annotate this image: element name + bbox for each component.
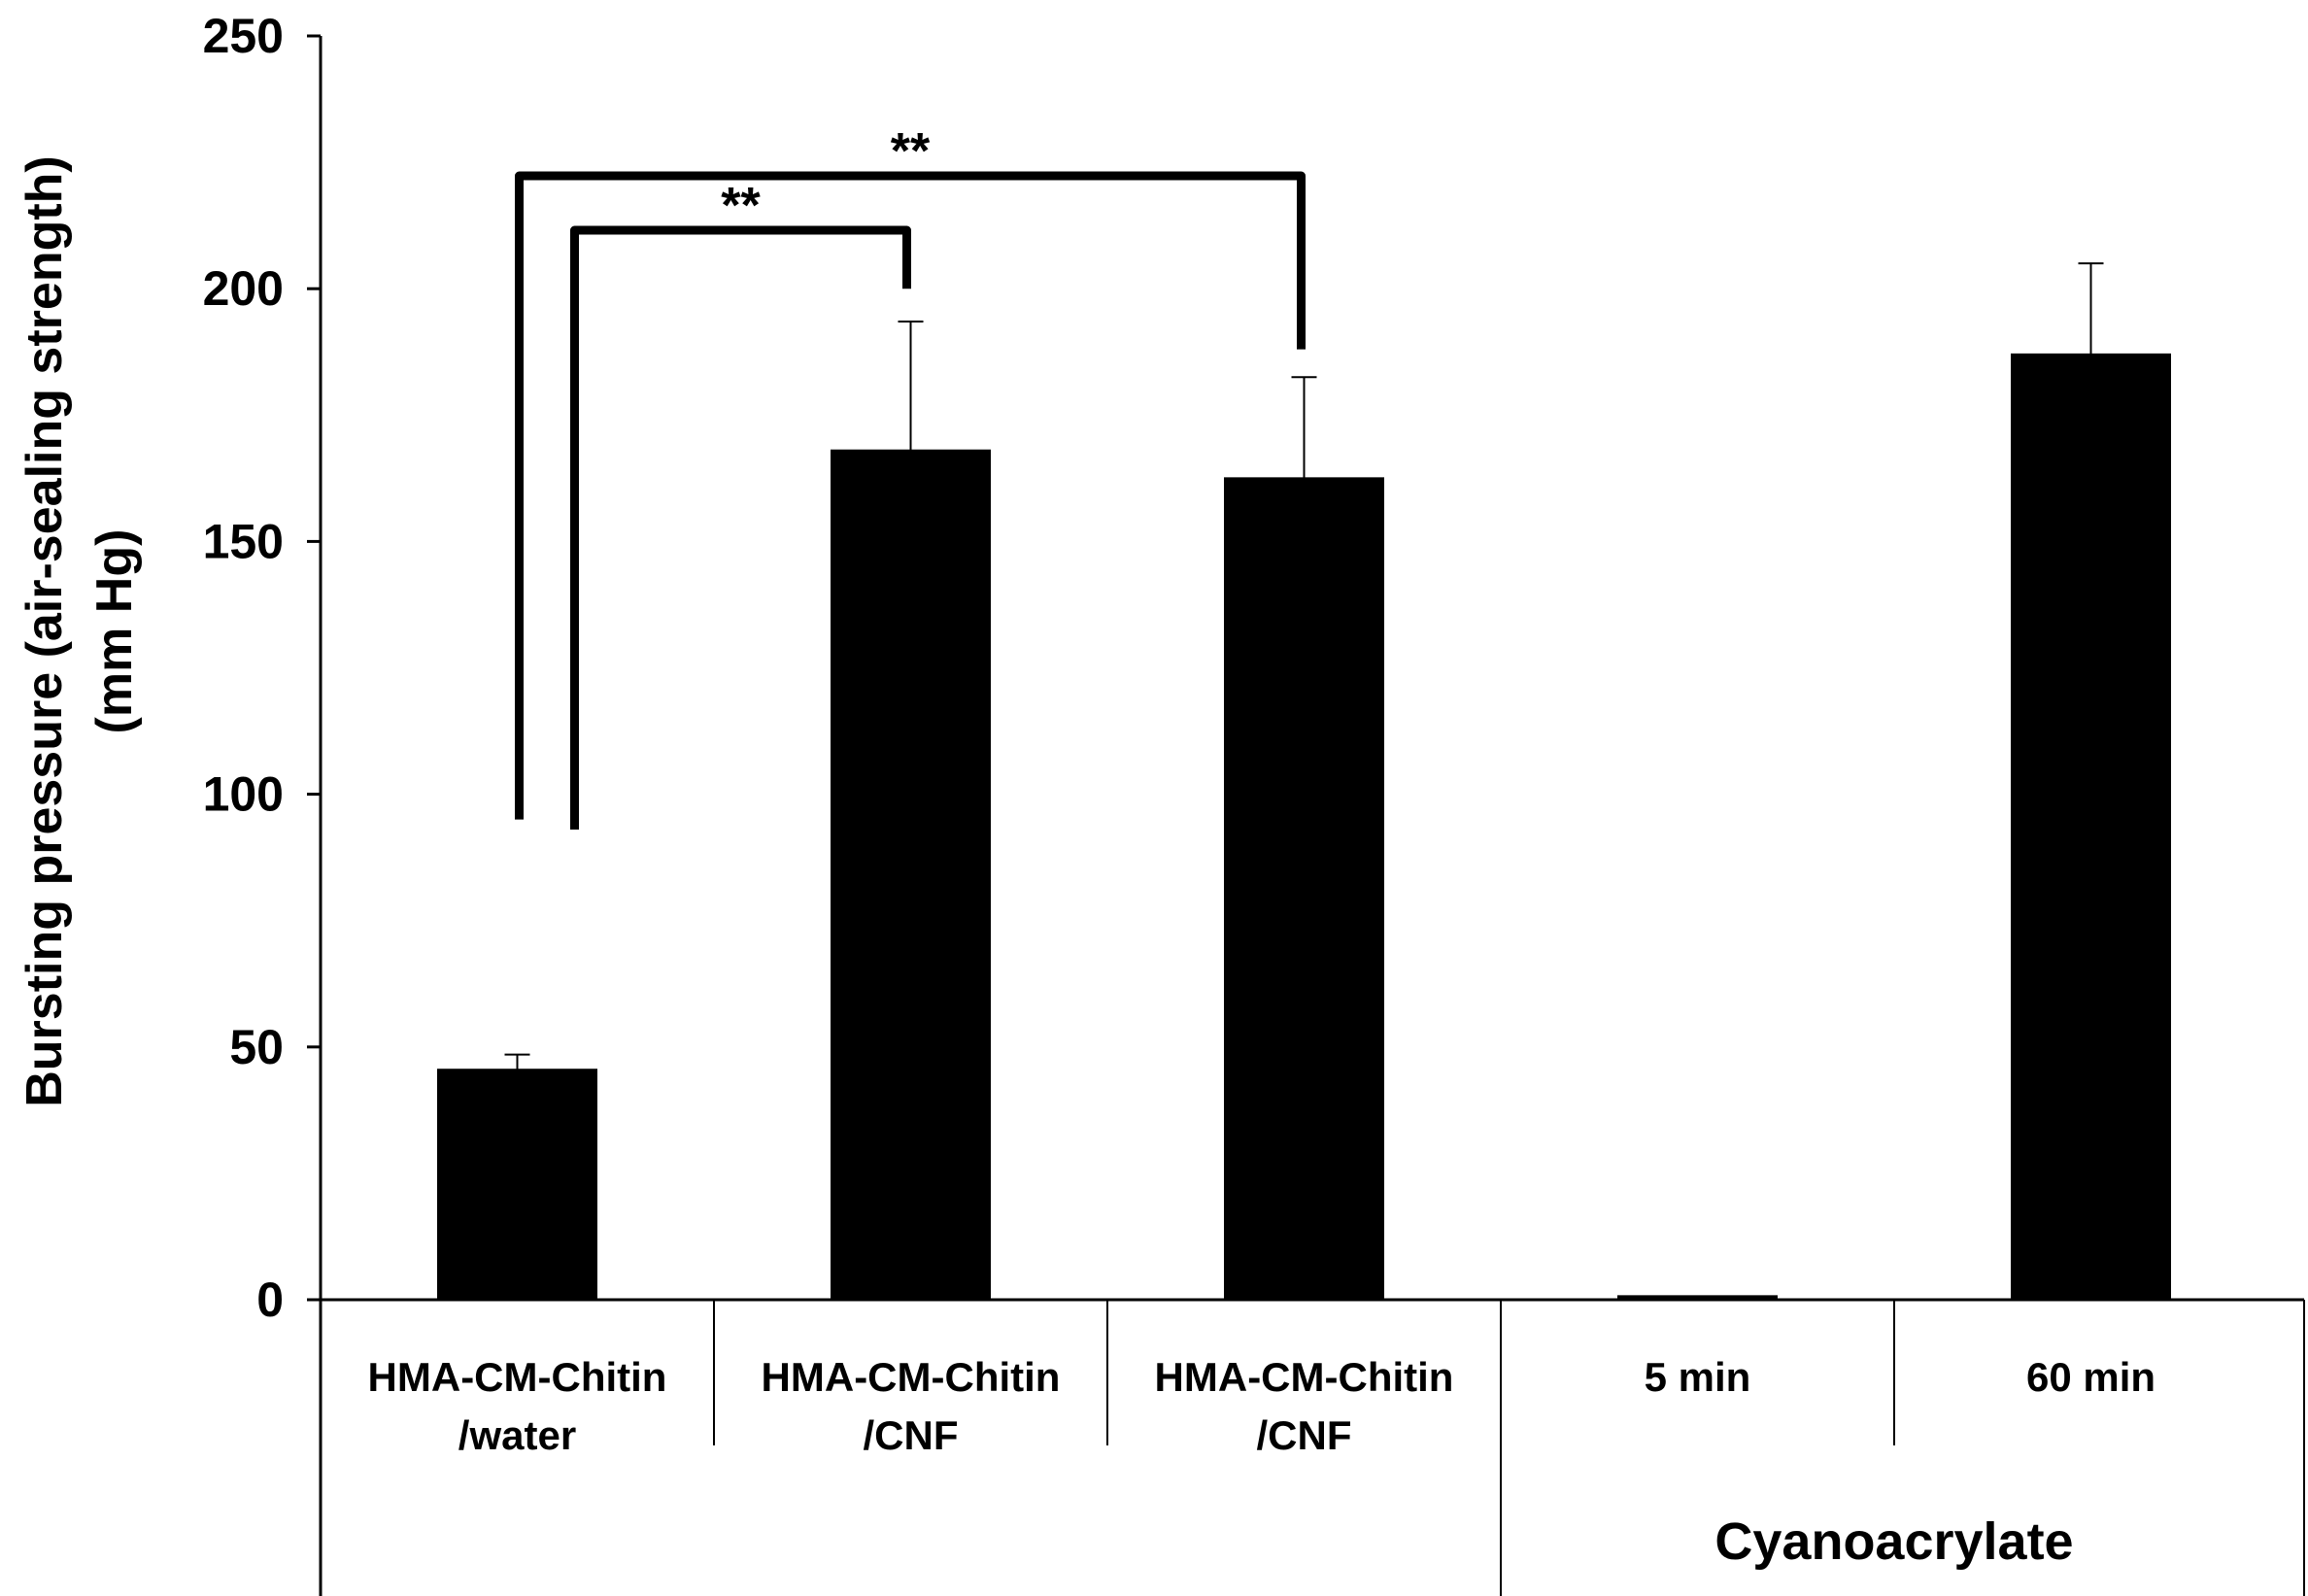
y-tick-label: 0 xyxy=(256,1273,284,1327)
category-label: 60 min xyxy=(2026,1354,2155,1400)
bar xyxy=(1224,477,1384,1302)
category-label: HMA-CM-Chitin xyxy=(762,1354,1061,1400)
category-label: /CNF xyxy=(1257,1412,1352,1458)
category-label: /water xyxy=(458,1412,576,1458)
y-tick-label: 200 xyxy=(203,261,284,316)
bar xyxy=(2011,353,2171,1301)
category-label: HMA-CM-Chitin xyxy=(1155,1354,1454,1400)
category-label: 5 min xyxy=(1645,1354,1751,1400)
labels: 0 50 100 150 200 250 HMA-CM-Chitin/water HMA-CM… xyxy=(203,9,2155,1571)
error-bars xyxy=(504,262,2104,1070)
y-tick-label: 50 xyxy=(229,1020,284,1074)
category-label: /CNF xyxy=(864,1412,959,1458)
significance-label: ** xyxy=(721,178,761,234)
y-axis-unit: (mm Hg) xyxy=(86,529,143,734)
significance-label: ** xyxy=(891,123,931,180)
y-tick-label: 100 xyxy=(203,767,284,822)
significance-bracket xyxy=(570,225,911,831)
bar xyxy=(831,449,991,1301)
category-label: HMA-CM-Chitin xyxy=(368,1354,667,1400)
bar xyxy=(437,1069,597,1302)
bar xyxy=(1617,1295,1778,1301)
significance-bracket xyxy=(515,171,1306,820)
axes xyxy=(307,34,2305,1596)
y-tick-label: 150 xyxy=(203,514,284,568)
significance-brackets xyxy=(515,171,1306,831)
y-tick-label: 250 xyxy=(203,9,284,63)
bars xyxy=(437,353,2171,1302)
group-label: Cyanoacrylate xyxy=(1714,1512,2073,1571)
y-axis-title: Bursting pressure (air-sealing strength) xyxy=(17,155,73,1107)
